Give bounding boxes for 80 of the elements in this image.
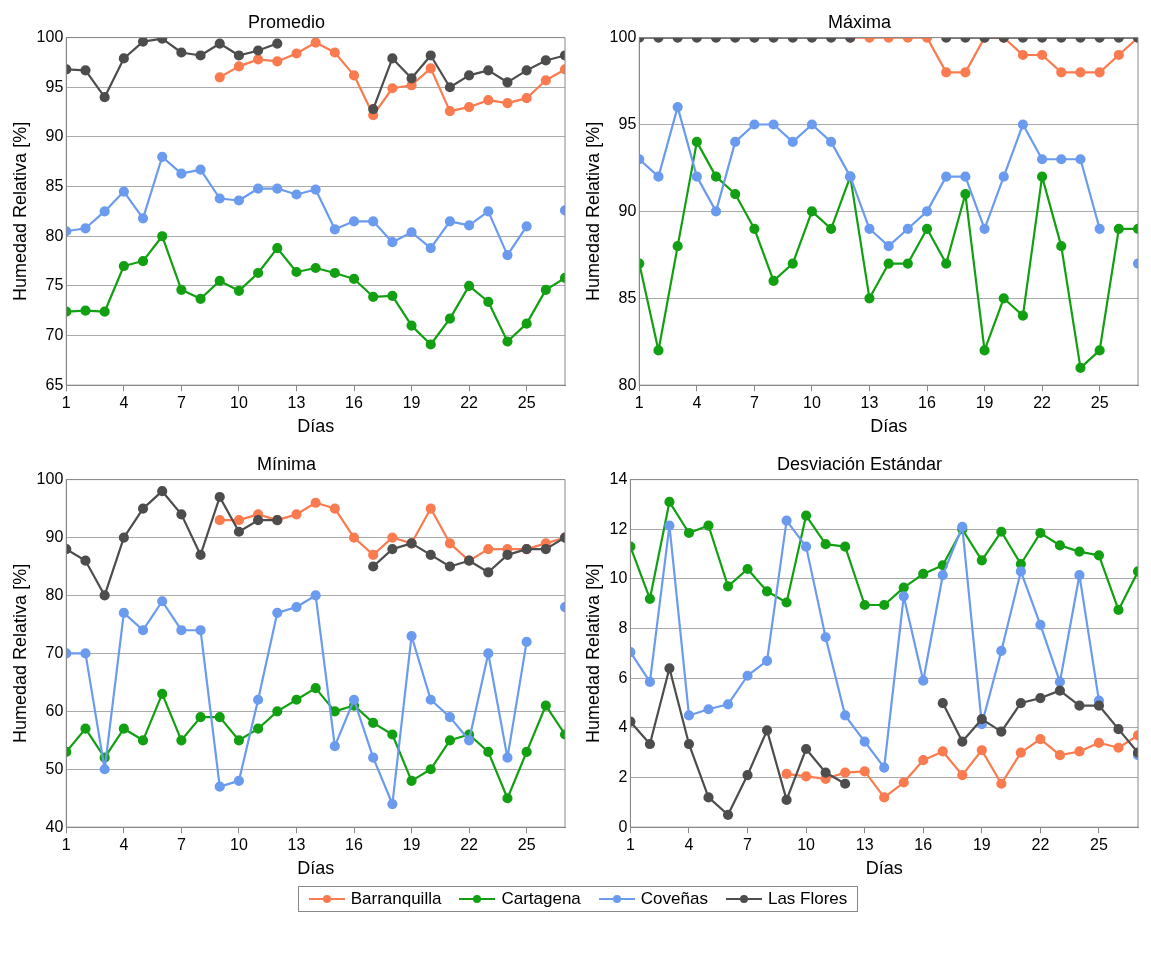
x-tick-label: 7 (176, 394, 186, 412)
x-tick-label: 16 (914, 836, 933, 854)
chart-title: Mínima (256, 453, 317, 474)
x-tick-label: 1 (61, 836, 71, 854)
legend-label: Las Flores (767, 889, 848, 909)
chart-title: Máxima (827, 11, 892, 32)
y-tick-label: 50 (45, 759, 64, 777)
x-tick-label: 16 (918, 394, 937, 412)
x-tick-label: 4 (684, 836, 694, 854)
legend-label: Cartagena (501, 889, 581, 909)
y-tick-label: 95 (618, 114, 637, 132)
y-tick-label: 40 (45, 817, 64, 835)
x-tick-label: 10 (803, 394, 821, 412)
x-tick-label: 10 (230, 836, 248, 854)
x-tick-label: 1 (61, 394, 71, 412)
x-tick-label: 1 (634, 394, 644, 412)
x-axis-title: Días (297, 416, 335, 437)
y-tick-label: 75 (45, 276, 64, 294)
y-axis-title: Humedad Relativa [%] (9, 563, 30, 743)
y-tick-label: 0 (618, 817, 628, 835)
chart-title: Desviación Estándar (776, 453, 943, 474)
y-tick-label: 85 (618, 288, 637, 306)
x-tick-label: 13 (860, 394, 879, 412)
x-tick-label: 13 (287, 394, 306, 412)
x-tick-label: 13 (855, 836, 874, 854)
x-tick-label: 10 (797, 836, 816, 854)
x-tick-label: 19 (402, 836, 421, 854)
y-axis-title: Humedad Relativa [%] (582, 563, 603, 743)
legend-label: Barranquilla (350, 889, 442, 909)
x-tick-label: 7 (743, 836, 753, 854)
x-tick-label: 19 (972, 836, 991, 854)
y-tick-label: 100 (609, 28, 637, 46)
y-tick-label: 6 (618, 668, 628, 686)
y-tick-label: 80 (45, 226, 64, 244)
x-tick-label: 16 (345, 394, 364, 412)
y-tick-label: 85 (45, 176, 64, 194)
y-axis-title: Humedad Relativa [%] (582, 121, 603, 301)
y-tick-label: 60 (45, 701, 64, 719)
x-tick-label: 1 (625, 836, 635, 854)
y-tick-label: 90 (618, 201, 637, 219)
y-tick-label: 90 (45, 127, 64, 145)
x-tick-label: 25 (517, 836, 536, 854)
x-tick-label: 7 (749, 394, 759, 412)
x-tick-label: 25 (517, 394, 536, 412)
y-tick-label: 10 (609, 569, 628, 587)
y-tick-label: 8 (618, 618, 628, 636)
x-tick-label: 7 (176, 836, 186, 854)
y-tick-label: 2 (618, 767, 628, 785)
x-tick-label: 22 (460, 394, 479, 412)
y-tick-label: 90 (45, 527, 64, 545)
y-axis-title: Humedad Relativa [%] (9, 121, 30, 301)
y-tick-label: 4 (618, 718, 628, 736)
x-tick-label: 4 (119, 394, 129, 412)
y-tick-label: 65 (45, 375, 64, 393)
x-tick-label: 16 (345, 836, 364, 854)
y-tick-label: 100 (36, 28, 64, 46)
x-tick-label: 10 (230, 394, 248, 412)
legend-label: Coveñas (640, 889, 708, 909)
x-tick-label: 22 (1033, 394, 1052, 412)
x-tick-label: 25 (1090, 394, 1109, 412)
x-tick-label: 13 (287, 836, 306, 854)
y-tick-label: 80 (45, 585, 64, 603)
x-axis-title: Días (865, 858, 903, 879)
y-tick-label: 14 (609, 470, 628, 488)
y-tick-label: 70 (45, 643, 64, 661)
x-tick-label: 4 (119, 836, 129, 854)
y-tick-label: 80 (618, 375, 637, 393)
x-tick-label: 22 (460, 836, 479, 854)
y-tick-label: 100 (36, 470, 64, 488)
x-tick-label: 4 (692, 394, 702, 412)
x-tick-label: 22 (1031, 836, 1050, 854)
x-tick-label: 19 (975, 394, 994, 412)
y-tick-label: 12 (609, 519, 628, 537)
chart-title: Promedio (247, 11, 326, 32)
y-tick-label: 95 (45, 77, 64, 95)
x-tick-label: 19 (402, 394, 421, 412)
y-tick-label: 70 (45, 325, 64, 343)
x-axis-title: Días (870, 416, 908, 437)
x-tick-label: 25 (1090, 836, 1108, 854)
x-axis-title: Días (297, 858, 335, 879)
